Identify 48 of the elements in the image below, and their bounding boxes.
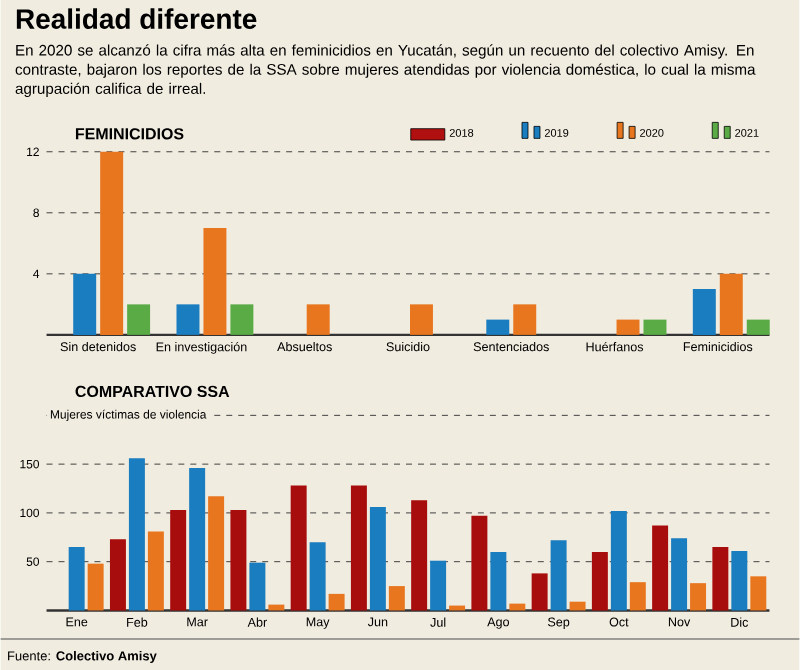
bar bbox=[109, 538, 126, 610]
bar bbox=[430, 560, 447, 610]
bar bbox=[550, 539, 567, 610]
bar bbox=[350, 485, 367, 610]
bar bbox=[411, 499, 428, 610]
bar bbox=[230, 509, 247, 610]
bar bbox=[208, 495, 225, 610]
bar bbox=[249, 562, 266, 610]
bar bbox=[486, 319, 510, 335]
bar bbox=[128, 457, 145, 610]
bar bbox=[746, 319, 770, 335]
bar bbox=[490, 551, 507, 610]
bar bbox=[731, 550, 748, 610]
bar bbox=[309, 541, 326, 610]
bar bbox=[170, 509, 187, 610]
bar bbox=[610, 510, 627, 610]
bar bbox=[369, 506, 386, 610]
bar bbox=[409, 303, 433, 335]
bar bbox=[750, 575, 767, 610]
bar bbox=[176, 303, 200, 335]
bar bbox=[68, 546, 85, 610]
chart-title: Realidad diferente bbox=[16, 7, 257, 29]
bar bbox=[127, 303, 151, 335]
bar bbox=[471, 515, 488, 610]
bar bbox=[652, 525, 669, 610]
bar bbox=[690, 582, 707, 610]
bar bbox=[692, 288, 716, 335]
bar bbox=[591, 551, 608, 610]
bar bbox=[388, 585, 405, 610]
bar bbox=[531, 572, 548, 610]
bar bbox=[643, 319, 667, 335]
bar bbox=[306, 303, 330, 335]
bar bbox=[100, 151, 124, 335]
bar bbox=[629, 581, 646, 610]
bar bbox=[230, 303, 254, 335]
bar bbox=[712, 546, 729, 610]
bar bbox=[328, 593, 345, 610]
bar bbox=[290, 485, 307, 610]
bar bbox=[203, 227, 227, 335]
bar bbox=[719, 273, 743, 335]
bar bbox=[189, 467, 206, 610]
bar bbox=[671, 537, 688, 610]
bar bbox=[87, 563, 104, 610]
bar bbox=[513, 303, 537, 335]
bar bbox=[569, 601, 586, 610]
bar bbox=[73, 273, 97, 335]
bar bbox=[616, 319, 640, 335]
bar bbox=[147, 530, 164, 610]
